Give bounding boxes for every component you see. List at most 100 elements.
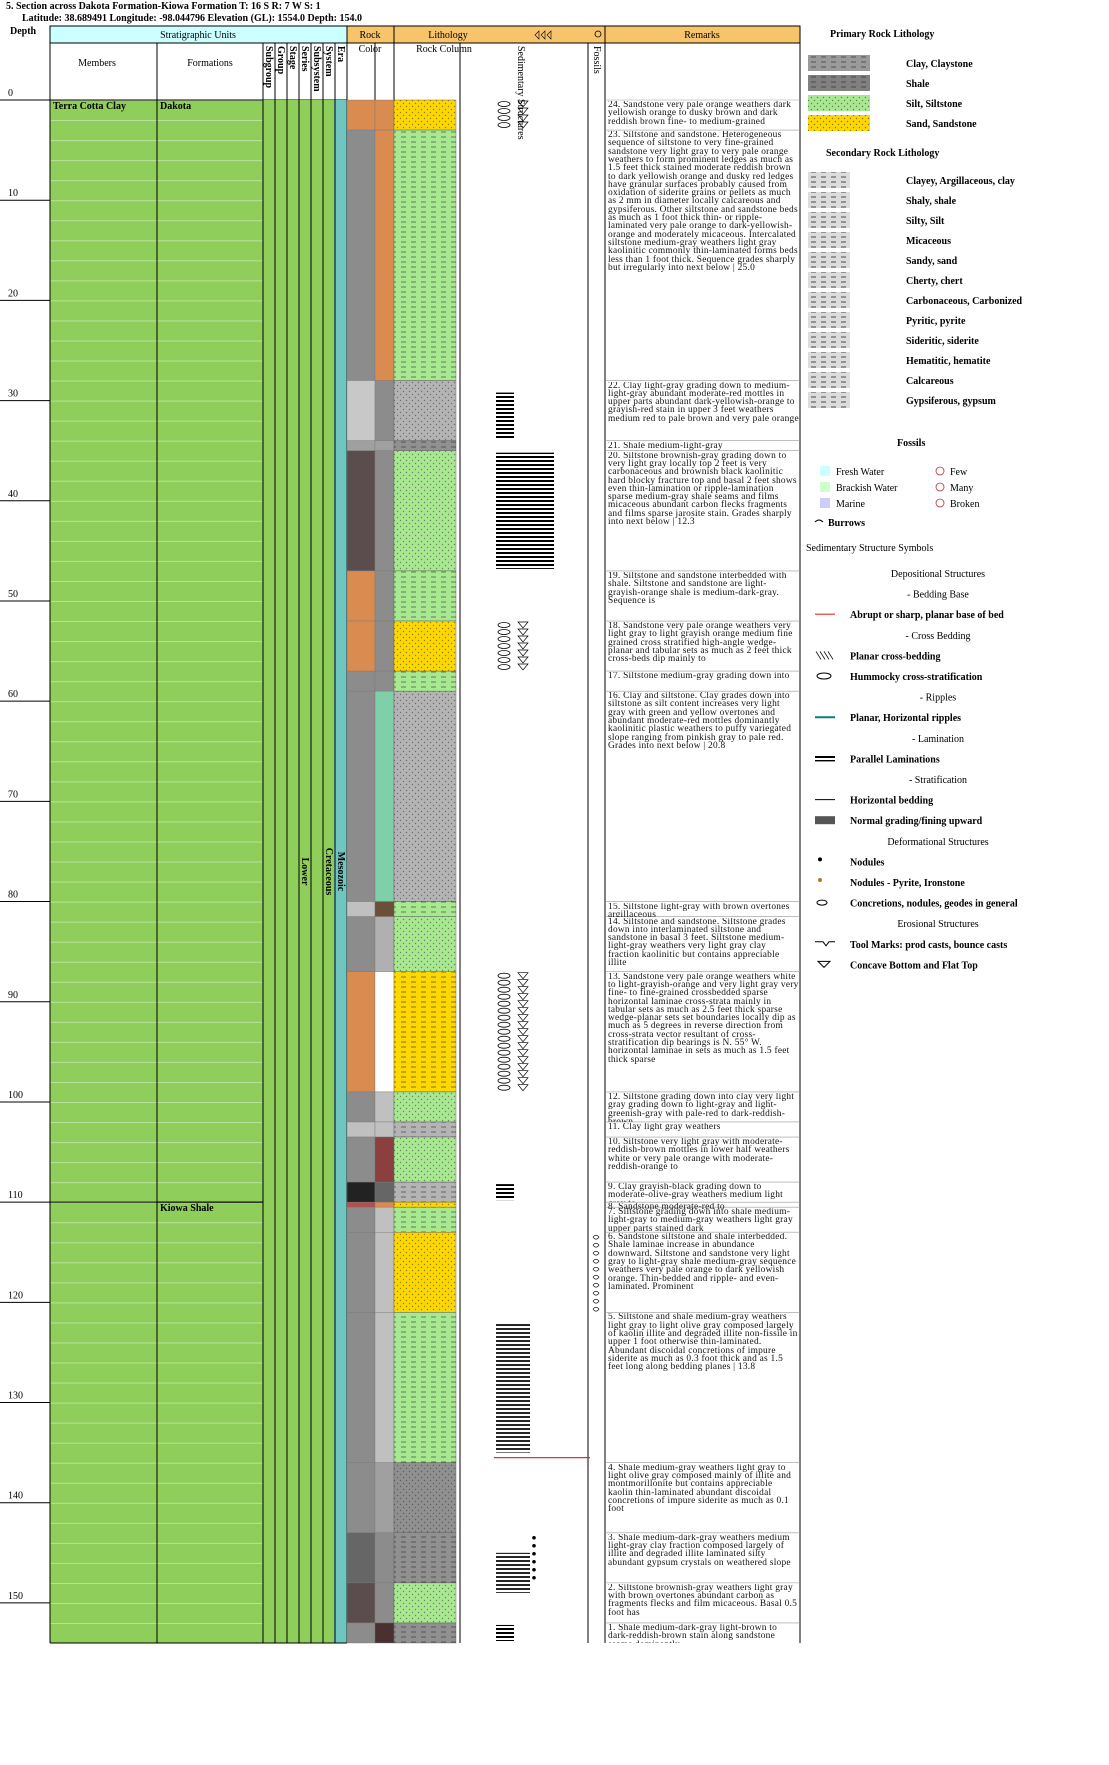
legend-texture xyxy=(808,352,850,368)
subgroup-header: Subgroup xyxy=(263,46,274,89)
rock-texture xyxy=(394,691,456,902)
legend-label: Clayey, Argillaceous, clay xyxy=(906,176,1015,187)
structure-symbol xyxy=(517,1021,529,1029)
structure-symbol xyxy=(497,972,511,979)
legend-label: Tool Marks: prod casts, bounce casts xyxy=(850,940,1007,951)
structure-symbol xyxy=(517,1056,529,1064)
rock-texture xyxy=(394,1137,456,1183)
rock-color xyxy=(346,690,376,902)
rock-color xyxy=(346,99,376,131)
fossil-symbol xyxy=(592,1234,600,1240)
legend-title: Fossils xyxy=(897,438,925,449)
rock-color-secondary xyxy=(374,1622,395,1644)
legend-heading: - Lamination xyxy=(912,734,964,745)
rock-color xyxy=(346,1181,376,1203)
depth-tick-label: 140 xyxy=(8,1491,23,1502)
structure-symbol xyxy=(497,657,511,663)
depth-tick-label: 0 xyxy=(8,88,13,99)
fossil-symbol xyxy=(592,1250,600,1256)
remark: 3. Shale medium-dark-gray weathers mediu… xyxy=(608,1533,791,1568)
rock-color-secondary xyxy=(374,1091,395,1123)
formations-name: Dakota xyxy=(160,101,191,112)
rock-color xyxy=(346,901,376,917)
remark: 9. Clay grayish-black grading down to mo… xyxy=(608,1183,784,1202)
legend: Primary Rock Lithology Clay, Claystone Sha… xyxy=(806,29,1023,971)
title: 5. Section across Dakota Formation-Kiowa… xyxy=(6,1,321,12)
depth-tick-label: 80 xyxy=(8,890,18,901)
legend-glyph xyxy=(815,651,834,660)
rock-color xyxy=(346,570,376,622)
rock-color-secondary xyxy=(374,1232,395,1313)
structure-symbol xyxy=(497,986,511,993)
structure-symbol xyxy=(517,628,529,636)
rock-color-secondary xyxy=(374,1181,395,1203)
rock-texture xyxy=(394,130,456,381)
legend-glyph xyxy=(816,899,828,906)
rock-texture xyxy=(394,1582,456,1623)
rock-color xyxy=(346,1622,376,1644)
structure-symbol xyxy=(497,1014,511,1021)
structure-symbol xyxy=(517,1077,529,1085)
legend-label: Sideritic, siderite xyxy=(906,336,979,347)
structure-symbol xyxy=(517,1084,529,1092)
structure-symbol xyxy=(517,635,529,643)
structure-symbol xyxy=(497,108,511,114)
structure-symbol xyxy=(496,1184,514,1201)
legend-texture xyxy=(808,55,870,71)
remark: 23. Siltstone and sandstone. Heterogeneo… xyxy=(608,131,798,273)
rank-headers: Subgroup Group Stage Series Subsystem Sy… xyxy=(263,46,346,92)
legend-label: Shaly, shale xyxy=(906,196,957,207)
legend-heading: - Cross Bedding xyxy=(906,631,971,642)
legend-label: Normal grading/fining upward xyxy=(850,816,983,827)
structure-symbol xyxy=(517,1035,529,1043)
depth-tick-label: 100 xyxy=(8,1090,23,1101)
rock-color-secondary xyxy=(374,901,395,917)
rock-texture xyxy=(394,1462,456,1533)
rock-texture xyxy=(394,901,456,917)
legend-label: Brackish Water xyxy=(836,483,898,494)
header-icon xyxy=(594,30,602,38)
location: Latitude: 38.689491 Longitude: -98.04479… xyxy=(22,13,362,24)
structure-symbol xyxy=(517,1000,529,1008)
rock-color-secondary xyxy=(374,971,395,1093)
structure-symbol xyxy=(517,1028,529,1036)
rock-color xyxy=(346,440,376,451)
legend-texture xyxy=(808,75,870,91)
structure-symbol xyxy=(497,622,511,628)
legend-label: Few xyxy=(950,467,968,478)
structure-symbol xyxy=(517,642,529,650)
structure-symbol xyxy=(497,1021,511,1028)
legend-label: Concave Bottom and Flat Top xyxy=(850,960,978,971)
rock-color xyxy=(346,1201,376,1208)
depth-tick-label: 110 xyxy=(8,1190,23,1201)
legend-label: Hummocky cross-stratification xyxy=(850,672,983,683)
structure-symbol xyxy=(517,972,529,980)
rock-texture xyxy=(394,671,456,692)
legend-heading: Depositional Structures xyxy=(891,569,985,580)
legend-label: Fresh Water xyxy=(836,467,885,478)
rock-color xyxy=(346,620,376,672)
structure-symbol xyxy=(517,121,529,129)
rock-color-secondary xyxy=(374,380,395,441)
stage-header: Stage xyxy=(287,46,298,70)
structure-symbol xyxy=(517,663,529,671)
structure-symbol xyxy=(532,1567,536,1572)
legend-label: Planar, Horizontal ripples xyxy=(850,713,961,724)
rock-color-secondary xyxy=(374,1532,395,1584)
remark: 7. Siltstone grading down into shale med… xyxy=(608,1208,793,1233)
structure-symbol xyxy=(517,986,529,994)
members-name: Terra Cotta Clay xyxy=(53,101,126,112)
rock-color-secondary xyxy=(374,620,395,672)
legend-label: Nodules - Pyrite, Ironstone xyxy=(850,878,965,889)
remark: 22. Clay light-gray grading down to medi… xyxy=(608,381,799,424)
depth-header: Depth xyxy=(10,26,37,37)
lithology-header: Lithology xyxy=(428,30,467,41)
rock-color xyxy=(346,1136,376,1183)
depth-tick-label: 60 xyxy=(8,689,18,700)
rock-header: Rock xyxy=(359,30,380,41)
legend-glyph xyxy=(816,672,832,680)
legend-label: Broken xyxy=(950,499,979,510)
legend-texture xyxy=(808,252,850,268)
structure-symbol xyxy=(497,1056,511,1063)
